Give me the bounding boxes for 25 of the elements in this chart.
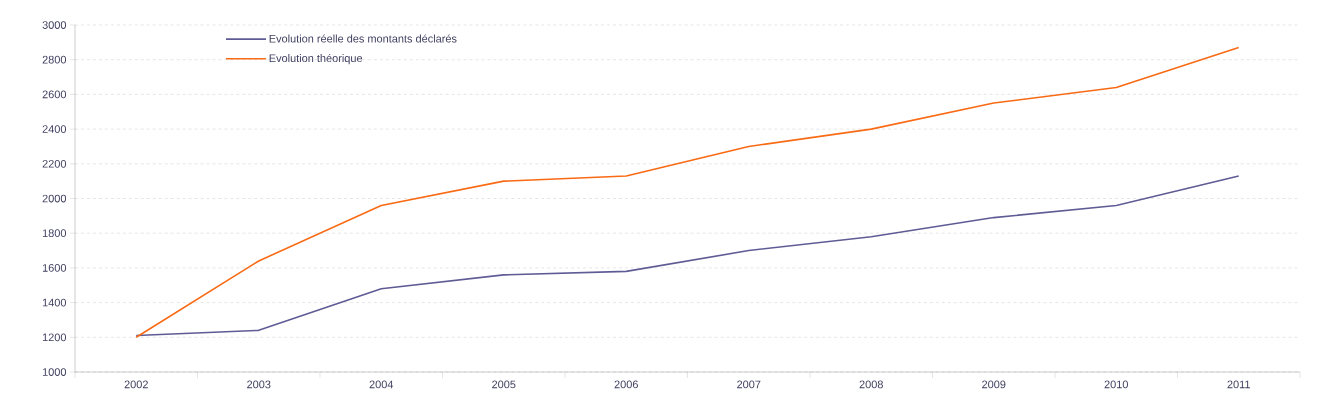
x-tick-label: 2007 bbox=[737, 380, 761, 389]
x-tick-label: 2009 bbox=[982, 380, 1006, 389]
x-tick-label: 2005 bbox=[492, 380, 516, 389]
x-tick-label: 2006 bbox=[614, 380, 638, 389]
x-tick-label: 2010 bbox=[1104, 380, 1128, 389]
y-tick-label: 1000 bbox=[42, 368, 67, 376]
y-tick-label: 3000 bbox=[42, 21, 67, 29]
x-tick-label: 2008 bbox=[859, 380, 883, 389]
y-tick-label: 1800 bbox=[42, 229, 67, 238]
x-tick-label: 2002 bbox=[124, 380, 148, 389]
y-tick-label: 1200 bbox=[42, 333, 67, 342]
y-tick-label: 1400 bbox=[42, 298, 67, 307]
line-series bbox=[135, 175, 1240, 337]
y-tick-label: 1600 bbox=[42, 264, 67, 272]
x-tick-label: 2004 bbox=[369, 380, 394, 389]
line-series bbox=[135, 46, 1240, 339]
legend-label: Evolution réelle des montants déclarés bbox=[269, 34, 457, 43]
y-tick-label: 2600 bbox=[42, 90, 67, 99]
y-tick-label: 2800 bbox=[42, 55, 67, 64]
x-tick-label: 2003 bbox=[247, 380, 271, 389]
legend-label: Evolution théorique bbox=[269, 53, 363, 65]
y-tick-label: 2200 bbox=[42, 159, 67, 168]
x-tick-label: 2011 bbox=[1227, 380, 1250, 389]
y-tick-label: 2000 bbox=[42, 194, 67, 203]
y-tick-label: 2400 bbox=[42, 125, 67, 133]
